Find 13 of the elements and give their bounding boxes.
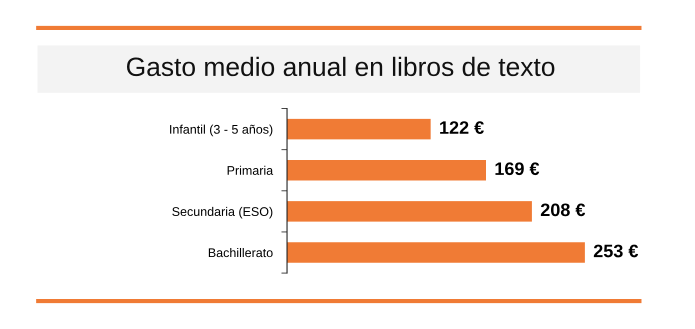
chart-title: Gasto medio anual en libros de texto (126, 56, 554, 76)
y-tick-label: Primaria (228, 166, 274, 175)
data-label: 253 € (594, 244, 638, 258)
data-label: 122 € (440, 121, 484, 134)
bar (287, 242, 585, 263)
y-tick-label: Bachillerato (208, 248, 273, 258)
y-tick-label: Secundaria (ESO) (172, 206, 272, 218)
bar (287, 160, 486, 181)
data-label: 208 € (540, 203, 586, 216)
data-label: 169 € (495, 162, 540, 176)
bar (287, 118, 431, 140)
y-tick-label: Infantil (3 - 5 años) (170, 124, 272, 136)
bar (287, 201, 532, 222)
